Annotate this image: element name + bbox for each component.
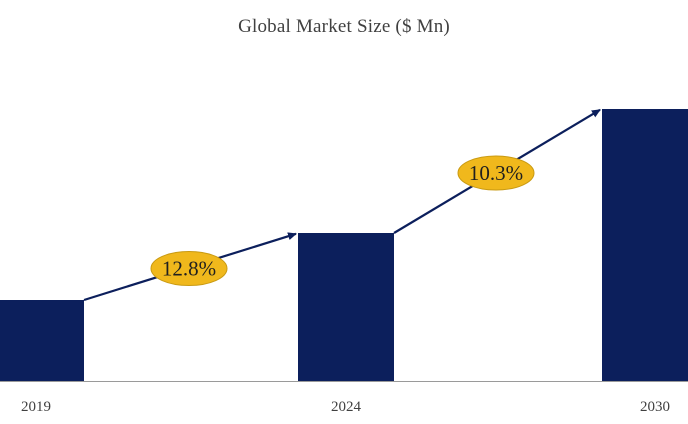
bar-2019 bbox=[0, 300, 84, 381]
cagr-badge-2019-2024 bbox=[150, 251, 228, 286]
cagr-badge-2024-2030 bbox=[457, 155, 535, 191]
x-tick-label-2019: 2019 bbox=[21, 399, 51, 415]
x-tick-label-2024: 2024 bbox=[331, 399, 362, 415]
chart-title: Global Market Size ($ Mn) bbox=[238, 16, 450, 37]
bar-2024 bbox=[298, 233, 394, 381]
cagr-label-2019-2024: 12.8% bbox=[162, 257, 216, 281]
bar-2030 bbox=[602, 109, 688, 381]
x-tick-label-2030: 2030 bbox=[640, 399, 670, 415]
cagr-label-2024-2030: 10.3% bbox=[469, 161, 523, 185]
